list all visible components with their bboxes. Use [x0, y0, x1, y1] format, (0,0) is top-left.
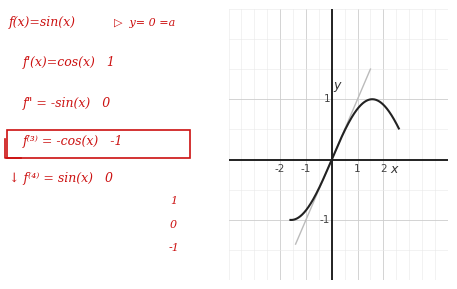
Text: -2: -2 — [275, 164, 285, 175]
Text: ▷  y= 0 =a: ▷ y= 0 =a — [114, 18, 175, 28]
Text: f'(x)=cos(x)   1: f'(x)=cos(x) 1 — [23, 56, 116, 69]
Text: f⁽³⁾ = -cos(x)   -1: f⁽³⁾ = -cos(x) -1 — [23, 134, 123, 147]
Text: -1: -1 — [168, 243, 179, 253]
Text: -1: -1 — [320, 215, 330, 225]
Text: f(x)=sin(x): f(x)=sin(x) — [9, 16, 76, 29]
Text: 0: 0 — [170, 220, 177, 230]
Text: x: x — [390, 163, 398, 176]
Text: y: y — [333, 79, 340, 92]
Text: 1: 1 — [354, 164, 361, 175]
Text: f" = -sin(x)   0: f" = -sin(x) 0 — [23, 97, 111, 110]
Text: 1: 1 — [324, 94, 330, 104]
Text: ↓ f⁽⁴⁾ = sin(x)   0: ↓ f⁽⁴⁾ = sin(x) 0 — [9, 172, 113, 185]
Text: -1: -1 — [301, 164, 311, 175]
Bar — [7, 130, 190, 158]
Text: 1: 1 — [170, 196, 177, 206]
Text: 2: 2 — [380, 164, 387, 175]
